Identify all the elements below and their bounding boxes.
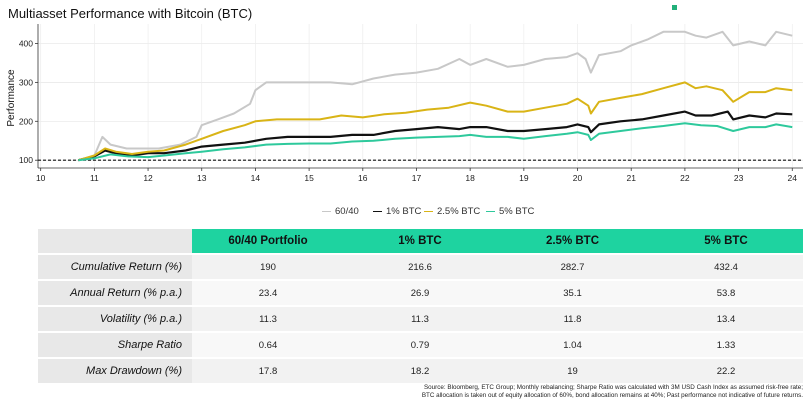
- column-header: 2.5% BTC: [496, 229, 649, 255]
- table-cell: 0.79: [344, 332, 496, 359]
- table-cell: 282.7: [496, 254, 649, 281]
- table-cell: 13.4: [649, 306, 803, 333]
- legend-item: 2.5% BTC: [424, 206, 480, 217]
- table-header-row: 60/40 Portfolio 1% BTC 2.5% BTC 5% BTC: [38, 229, 803, 255]
- table-cell: 53.8: [649, 280, 803, 307]
- table-cell: 1.33: [649, 332, 803, 359]
- x-tick-label: 13: [197, 173, 207, 183]
- legend-label: 60/40: [335, 206, 359, 217]
- table-cell: 35.1: [496, 280, 649, 307]
- legend-label: 2.5% BTC: [437, 206, 481, 217]
- x-tick-label: 19: [519, 173, 529, 183]
- table-cell: 23.4: [192, 280, 344, 307]
- row-label: Max Drawdown (%): [38, 358, 192, 385]
- legend-label: 1% BTC: [386, 206, 422, 217]
- row-label: Sharpe Ratio: [38, 332, 192, 359]
- table-cell: 11.3: [344, 306, 496, 333]
- x-tick-label: 22: [680, 173, 690, 183]
- legend-item: 5% BTC: [486, 206, 534, 217]
- table-cell: 19: [496, 358, 649, 385]
- table-cell: 190: [192, 254, 344, 281]
- table-cell: 216.6: [344, 254, 496, 281]
- source-line: Source: Bloomberg, ETC Group; Monthly re…: [423, 384, 803, 391]
- y-axis-label: Performance: [6, 69, 17, 127]
- table-cell: 22.2: [649, 358, 803, 385]
- x-tick-label: 15: [304, 173, 314, 183]
- table-cell: 17.8: [192, 358, 344, 385]
- chart-series: [78, 30, 793, 162]
- x-tick-label: 10: [36, 173, 46, 183]
- table-cell: 1.04: [496, 332, 649, 359]
- performance-line-chart: 10 11 12 13 14 15 16 17 18 19 20 21 22 23 24 100 200 300…: [6, 24, 803, 183]
- column-header: 1% BTC: [344, 229, 496, 255]
- series-line-5-btc: [78, 122, 793, 162]
- row-label: Cumulative Return (%): [38, 254, 192, 281]
- row-label: Annual Return (% p.a.): [38, 280, 192, 307]
- table-cell: 18.2: [344, 358, 496, 385]
- chart-title: Multiasset Performance with Bitcoin (BTC…: [8, 6, 253, 21]
- y-tick-label: 200: [19, 116, 33, 126]
- column-header: 5% BTC: [649, 229, 803, 255]
- legend-label: 5% BTC: [499, 206, 535, 217]
- table-corner-cell: [38, 229, 192, 255]
- series-line-60-40: [78, 30, 793, 162]
- x-tick-label: 24: [788, 173, 798, 183]
- x-tick-label: 11: [90, 173, 99, 183]
- x-axis-ticks: 10 11 12 13 14 15 16 17 18 19 20 21 22 23 24: [36, 168, 797, 183]
- y-tick-label: 100: [19, 155, 33, 165]
- table-cell: 26.9: [344, 280, 496, 307]
- chart-grid: [38, 24, 803, 168]
- table-row: Sharpe Ratio 0.64 0.79 1.04 1.33: [38, 332, 803, 359]
- legend-item: 1% BTC: [373, 206, 421, 217]
- x-tick-label: 23: [734, 173, 744, 183]
- legend-swatch: [373, 210, 382, 213]
- table-row: Annual Return (% p.a.) 23.4 26.9 35.1 53…: [38, 280, 803, 307]
- table-row: Volatility (% p.a.) 11.3 11.3 11.8 13.4: [38, 306, 803, 333]
- x-tick-label: 14: [251, 173, 261, 183]
- series-line-2-5-btc: [78, 81, 793, 162]
- x-tick-label: 16: [358, 173, 368, 183]
- legend-swatch: [322, 210, 331, 213]
- table-cell: 11.3: [192, 306, 344, 333]
- table-cell: 432.4: [649, 254, 803, 281]
- chart-legend: 60/40 1% BTC 2.5% BTC 5% BTC: [0, 206, 811, 220]
- series-line-1-btc: [78, 110, 793, 162]
- legend-item: 60/40: [322, 206, 359, 217]
- legend-swatch: [486, 210, 495, 213]
- y-axis-ticks: 100 200 300 400: [19, 38, 38, 165]
- row-label: Volatility (% p.a.): [38, 306, 192, 333]
- x-tick-label: 18: [465, 173, 475, 183]
- legend-swatch: [424, 210, 433, 213]
- performance-table: 60/40 Portfolio 1% BTC 2.5% BTC 5% BTC C…: [38, 229, 803, 385]
- x-tick-label: 21: [626, 173, 636, 183]
- table-row: Cumulative Return (%) 190 216.6 282.7 43…: [38, 254, 803, 281]
- x-tick-label: 20: [573, 173, 583, 183]
- table-cell: 0.64: [192, 332, 344, 359]
- x-tick-label: 12: [143, 173, 153, 183]
- source-line: BTC allocation is taken out of equity al…: [421, 392, 803, 399]
- etc-group-logo: [672, 5, 677, 10]
- y-tick-label: 300: [19, 77, 33, 87]
- table-row: Max Drawdown (%) 17.8 18.2 19 22.2: [38, 358, 803, 385]
- source-note: Source: Bloomberg, ETC Group; Monthly re…: [243, 384, 803, 400]
- y-tick-label: 400: [19, 38, 33, 48]
- logo-mark-icon: [672, 5, 677, 10]
- column-header: 60/40 Portfolio: [192, 229, 344, 255]
- x-tick-label: 17: [412, 173, 422, 183]
- table-cell: 11.8: [496, 306, 649, 333]
